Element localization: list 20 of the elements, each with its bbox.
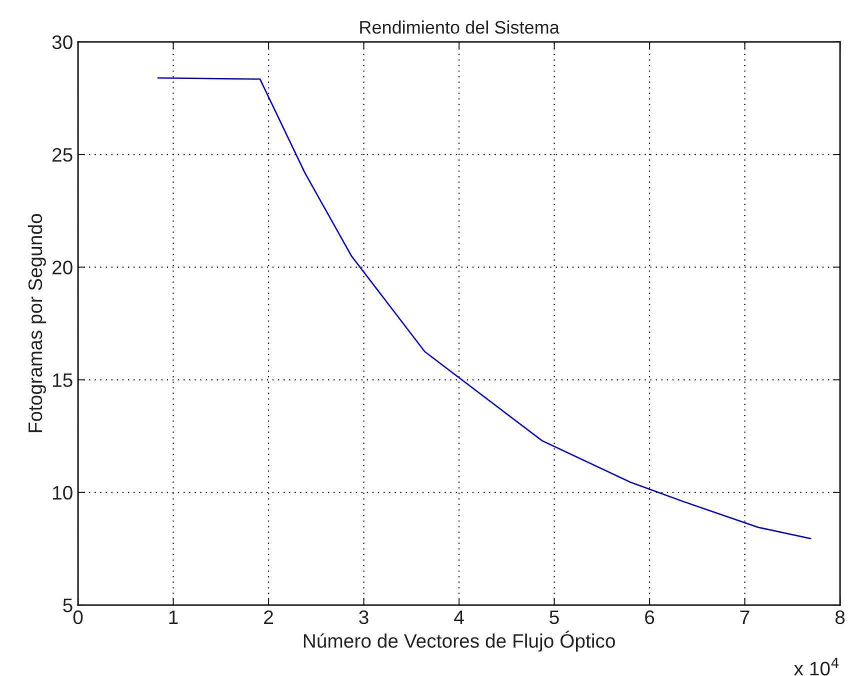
y-tick-label: 30	[52, 35, 72, 50]
y-tick-label: 5	[63, 598, 72, 612]
y-axis-title: Fotogramas por Segundo	[28, 214, 46, 432]
line-series	[157, 77, 812, 540]
x-axis-title: Número de Vectores de Flujo Óptico	[304, 630, 615, 652]
y-tick-label: 25	[52, 148, 72, 162]
x-tick-label: 1	[169, 610, 178, 624]
x-tick-label: 4	[454, 610, 464, 624]
x-tick-label: 0	[73, 610, 83, 624]
y-tick-label: 20	[52, 260, 72, 274]
y-tick-label: 10	[53, 486, 72, 500]
text: x 10$^{4}$	[794, 658, 839, 676]
x-tick-label: 7	[740, 610, 750, 624]
x-tick-label: 6	[645, 610, 654, 624]
x-tick-label: 5	[550, 610, 559, 624]
chart-title: Rendimiento del Sistema	[360, 20, 560, 34]
x-tick-label: 3	[359, 610, 368, 624]
y-tick-label: 15	[53, 373, 72, 388]
x-tick-label: 2	[264, 610, 273, 624]
x-tick-label: 8	[835, 610, 845, 624]
